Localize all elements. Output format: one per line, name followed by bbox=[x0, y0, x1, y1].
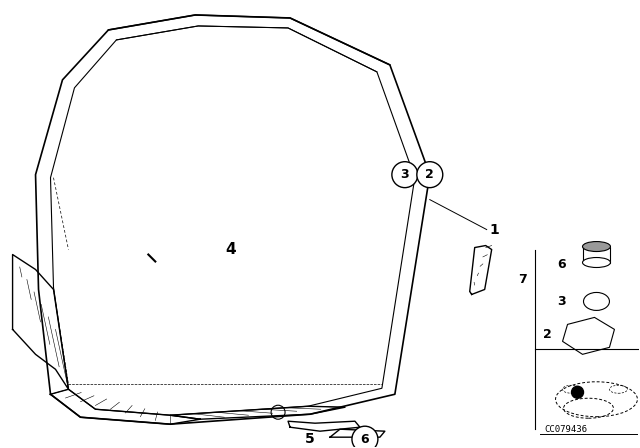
Text: 2: 2 bbox=[543, 328, 551, 341]
Text: CC079436: CC079436 bbox=[545, 425, 588, 434]
Circle shape bbox=[392, 162, 418, 188]
Ellipse shape bbox=[582, 258, 611, 267]
Circle shape bbox=[417, 162, 443, 188]
Text: 6: 6 bbox=[360, 433, 369, 446]
Text: 6: 6 bbox=[557, 258, 566, 271]
Text: 3: 3 bbox=[557, 295, 566, 308]
Circle shape bbox=[352, 426, 378, 448]
Text: 3: 3 bbox=[401, 168, 409, 181]
Text: 7: 7 bbox=[518, 273, 526, 286]
Text: 5: 5 bbox=[305, 432, 315, 446]
Text: 2: 2 bbox=[426, 168, 434, 181]
Text: 1: 1 bbox=[490, 223, 499, 237]
Circle shape bbox=[572, 386, 584, 398]
Ellipse shape bbox=[582, 241, 611, 251]
Text: 4: 4 bbox=[225, 242, 236, 257]
